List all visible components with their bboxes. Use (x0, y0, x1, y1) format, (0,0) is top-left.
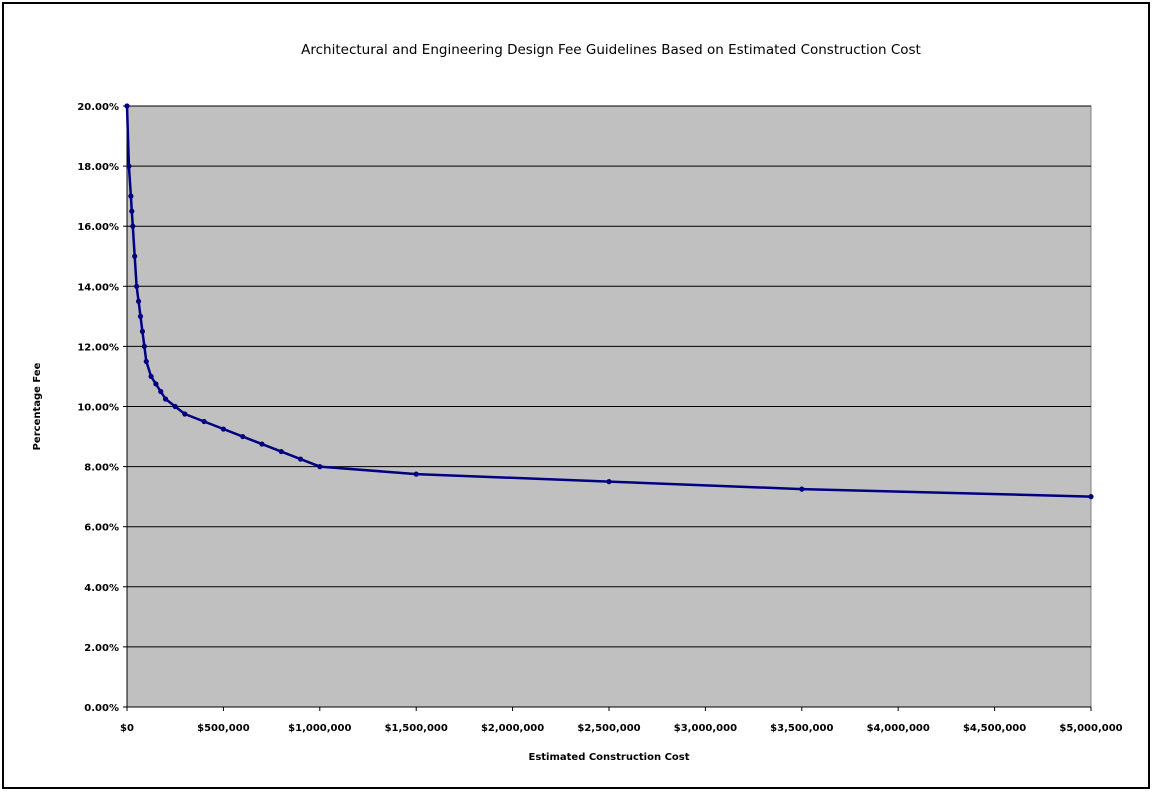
y-tick-label: 6.00% (84, 523, 119, 534)
data-point (799, 486, 805, 492)
data-series (124, 103, 1094, 500)
data-point (278, 448, 284, 455)
data-point (162, 396, 169, 402)
x-tick-label: $3,500,000 (770, 723, 833, 734)
x-tick-label: $2,000,000 (481, 723, 544, 734)
data-point (1088, 494, 1094, 500)
line-chart: Architectural and Engineering Design Fee… (32, 42, 1123, 763)
y-tick-label: 0.00% (84, 703, 119, 714)
data-point (240, 433, 246, 440)
data-point (141, 343, 147, 349)
data-point (126, 163, 132, 169)
y-axis-tick-labels: 0.00% 2.00% 4.00% 6.00% 8.00% 10.00% 12.00% 14.… (77, 102, 119, 714)
x-axis-title: Estimated Construction Cost (528, 752, 689, 763)
data-point (128, 193, 134, 199)
gridlines (127, 105, 1091, 648)
y-tick-label: 10.00% (77, 403, 119, 414)
x-tick-label: $500,000 (197, 723, 250, 734)
x-axis-tick-labels: $0 $500,000 $1,000,000 $1,500,000 $2,000,000… (120, 723, 1123, 734)
data-point (143, 358, 149, 365)
data-point (259, 441, 265, 447)
data-point (137, 313, 144, 319)
data-point (129, 208, 135, 214)
data-point (297, 456, 304, 462)
data-point (139, 328, 146, 334)
x-tick-label: $3,000,000 (674, 723, 737, 734)
chart-title: Architectural and Engineering Design Fee… (301, 42, 921, 58)
data-point (130, 223, 136, 229)
x-tick-label: $0 (120, 723, 134, 734)
data-point (134, 283, 140, 289)
data-point (182, 411, 188, 417)
x-tick-label: $2,500,000 (577, 723, 640, 734)
y-tick-label: 2.00% (84, 643, 119, 654)
data-point (220, 426, 226, 432)
x-tick-label: $1,000,000 (288, 723, 351, 734)
data-point (201, 418, 207, 425)
y-tick-label: 16.00% (77, 222, 119, 233)
x-tick-label: $4,000,000 (867, 723, 930, 734)
data-point (148, 373, 154, 380)
x-tick-label: $4,500,000 (963, 723, 1026, 734)
data-point (132, 253, 138, 259)
data-point (606, 479, 612, 485)
x-tick-label: $1,500,000 (385, 723, 448, 734)
data-point (153, 381, 159, 387)
y-tick-label: 20.00% (77, 102, 119, 113)
data-point (413, 471, 419, 477)
y-tick-label: 12.00% (77, 342, 119, 353)
data-point (172, 403, 178, 410)
data-point (158, 388, 164, 395)
y-tick-label: 14.00% (77, 282, 119, 293)
y-tick-label: 4.00% (84, 583, 119, 594)
data-point (317, 464, 323, 470)
data-point (135, 298, 142, 304)
y-axis-title: Percentage Fee (32, 362, 43, 450)
y-tick-label: 18.00% (77, 162, 119, 173)
x-tick-label: $5,000,000 (1059, 723, 1122, 734)
y-tick-label: 8.00% (84, 463, 119, 474)
data-point (124, 103, 130, 109)
axes (123, 105, 1092, 711)
